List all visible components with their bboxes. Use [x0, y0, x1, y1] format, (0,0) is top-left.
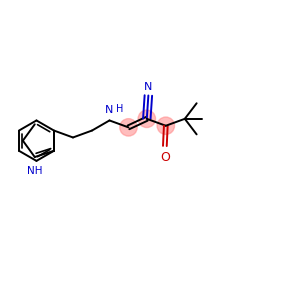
Text: N: N [144, 82, 152, 92]
Text: O: O [160, 151, 170, 164]
Circle shape [157, 117, 175, 134]
Text: N: N [105, 105, 114, 115]
Text: H: H [116, 103, 124, 114]
Circle shape [138, 110, 155, 128]
Text: NH: NH [27, 166, 43, 176]
Circle shape [120, 119, 137, 136]
